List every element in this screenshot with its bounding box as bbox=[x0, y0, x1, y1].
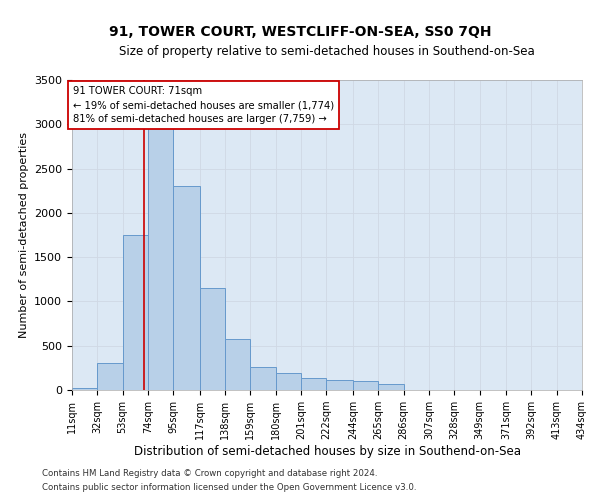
Title: Size of property relative to semi-detached houses in Southend-on-Sea: Size of property relative to semi-detach… bbox=[119, 45, 535, 58]
Bar bbox=[173, 186, 200, 390]
Bar bbox=[72, 388, 97, 390]
Bar bbox=[276, 373, 301, 390]
Text: Contains public sector information licensed under the Open Government Licence v3: Contains public sector information licen… bbox=[42, 484, 416, 492]
Bar bbox=[250, 367, 276, 390]
Bar bbox=[225, 338, 250, 390]
Bar bbox=[148, 120, 173, 390]
Bar bbox=[200, 288, 225, 390]
Bar bbox=[326, 380, 353, 390]
Bar bbox=[378, 384, 404, 390]
Text: 91 TOWER COURT: 71sqm
← 19% of semi-detached houses are smaller (1,774)
81% of s: 91 TOWER COURT: 71sqm ← 19% of semi-deta… bbox=[73, 86, 334, 124]
Text: 91, TOWER COURT, WESTCLIFF-ON-SEA, SS0 7QH: 91, TOWER COURT, WESTCLIFF-ON-SEA, SS0 7… bbox=[109, 25, 491, 39]
X-axis label: Distribution of semi-detached houses by size in Southend-on-Sea: Distribution of semi-detached houses by … bbox=[133, 445, 521, 458]
Y-axis label: Number of semi-detached properties: Number of semi-detached properties bbox=[19, 132, 29, 338]
Bar bbox=[301, 378, 326, 390]
Bar bbox=[97, 364, 122, 390]
Text: Contains HM Land Registry data © Crown copyright and database right 2024.: Contains HM Land Registry data © Crown c… bbox=[42, 468, 377, 477]
Bar bbox=[353, 381, 378, 390]
Bar bbox=[122, 235, 148, 390]
